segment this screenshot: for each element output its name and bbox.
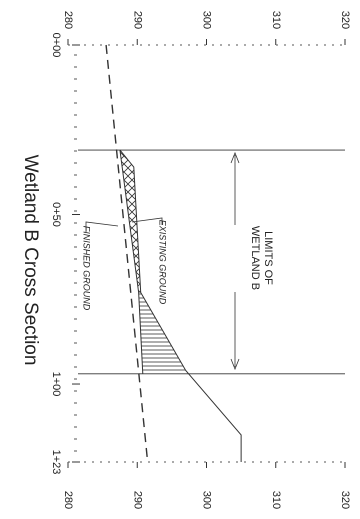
y-tick-label: 300 — [201, 491, 213, 509]
series-line — [119, 149, 242, 462]
y-tick-label: 280 — [62, 11, 74, 29]
limit-arrow — [230, 292, 240, 371]
annotation: EXISTING GROUND — [158, 220, 168, 305]
series-line — [119, 150, 144, 374]
series-line — [105, 44, 149, 463]
x-tick-label: 0+50 — [50, 202, 62, 227]
leader — [85, 221, 119, 232]
annotation: WETLAND B — [249, 226, 261, 290]
y-tick-label: 310 — [270, 11, 282, 29]
y-tick-label: 290 — [131, 11, 143, 29]
limit-arrow — [230, 151, 240, 225]
leaders — [85, 151, 240, 371]
leader — [131, 217, 163, 225]
x-tick-label: 1+00 — [50, 372, 62, 397]
y-tick-label: 280 — [62, 491, 74, 509]
cut-fill-area — [119, 150, 141, 293]
x-tick-label: 0+00 — [50, 33, 62, 58]
y-tick-label: 310 — [270, 491, 282, 509]
y-tick-label: 320 — [339, 11, 351, 29]
x-tick-label: 1+23 — [50, 450, 62, 475]
annotation: LIMITS OF — [262, 231, 274, 285]
chart-title: Wetland B Cross Section — [20, 155, 41, 366]
y-tick-label: 300 — [201, 11, 213, 29]
annotation: FINISHED GROUND — [82, 226, 92, 311]
y-tick-label: 290 — [131, 491, 143, 509]
y-tick-label: 320 — [339, 491, 351, 509]
